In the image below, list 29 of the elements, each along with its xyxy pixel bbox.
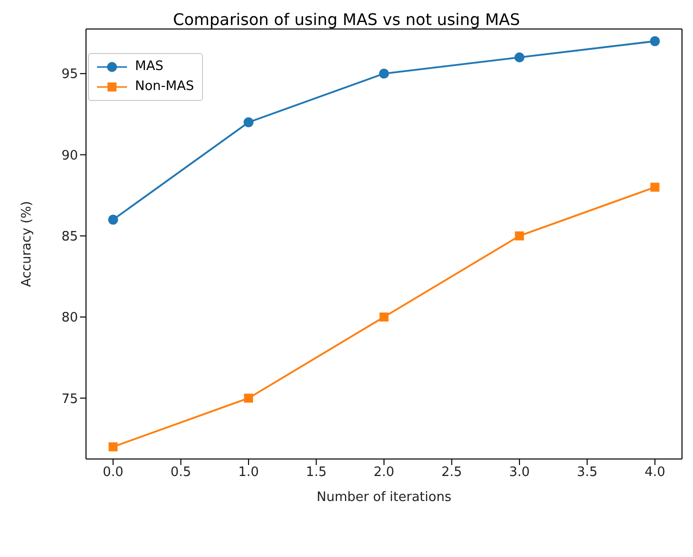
x-tick-label: 2.5 bbox=[441, 465, 462, 480]
x-tick-label: 1.0 bbox=[238, 465, 259, 480]
point bbox=[108, 442, 118, 452]
point bbox=[514, 52, 524, 62]
y-axis-title: Accuracy (%) bbox=[20, 201, 35, 287]
y-tick-label: 80 bbox=[61, 310, 78, 326]
x-tick-label: 2.0 bbox=[374, 465, 394, 480]
chart-title: Comparison of using MAS vs not using MAS bbox=[172, 10, 522, 29]
x-tick-label: 3.5 bbox=[576, 465, 598, 480]
x-axis-title: Number of iterations bbox=[316, 490, 452, 505]
point bbox=[244, 117, 254, 128]
y-tick-label: 90 bbox=[61, 148, 78, 164]
point bbox=[650, 182, 660, 192]
y-tick-label: 85 bbox=[61, 230, 78, 244]
point bbox=[379, 68, 389, 79]
x-tick-label: 4.0 bbox=[644, 465, 666, 480]
point bbox=[108, 214, 118, 225]
point bbox=[514, 231, 524, 240]
y-tick-label: 75 bbox=[61, 392, 78, 407]
point bbox=[380, 312, 388, 322]
x-tick-label: 1.5 bbox=[306, 465, 327, 480]
legend-label: MAS bbox=[135, 58, 164, 76]
point bbox=[650, 36, 660, 46]
y-tick-label: 95 bbox=[61, 67, 78, 82]
legend-label: Non-MAS bbox=[135, 78, 194, 96]
x-tick-label: 0.5 bbox=[170, 465, 192, 480]
point bbox=[244, 394, 254, 403]
x-tick-label: 0.0 bbox=[102, 465, 124, 480]
x-tick-label: 3.0 bbox=[509, 465, 530, 480]
